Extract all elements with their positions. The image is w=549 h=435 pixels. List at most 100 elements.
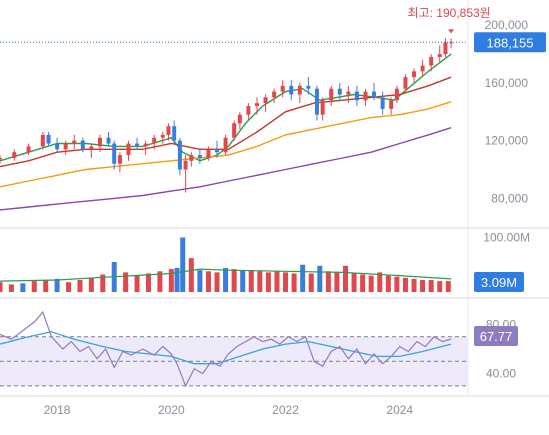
high-marker-arrow xyxy=(448,29,455,34)
high-label: 최고: 190,853원 xyxy=(408,6,491,20)
volume-bar xyxy=(300,264,306,292)
volume-bar xyxy=(43,280,49,292)
rsi-badge-label: 67.77 xyxy=(480,329,513,344)
volume-bar xyxy=(394,276,400,292)
candle-body xyxy=(280,85,285,92)
rsi-badge xyxy=(474,326,518,346)
rsi-line xyxy=(0,310,452,388)
ma-long-line xyxy=(0,101,452,188)
candle-body xyxy=(189,155,194,161)
price-panel: 최고: 190,853원 xyxy=(0,6,491,211)
candle-body xyxy=(55,143,60,150)
ma-mid-line xyxy=(0,76,452,168)
candle-body xyxy=(337,88,342,95)
volume-bar xyxy=(168,269,174,292)
volume-bar xyxy=(325,271,331,292)
volume-bar xyxy=(180,237,186,292)
candle-body xyxy=(40,134,45,147)
volume-bar xyxy=(134,275,140,292)
volume-bar xyxy=(231,269,237,292)
candle-body xyxy=(26,146,31,153)
volume-avg-line xyxy=(0,268,452,282)
candle-body xyxy=(72,140,77,144)
volume-bar xyxy=(385,275,391,292)
volume-bar xyxy=(205,271,211,292)
candle-body xyxy=(143,143,148,147)
x-tick-label: 2018 xyxy=(44,403,71,417)
volume-bar xyxy=(283,272,289,292)
candle-body xyxy=(215,149,220,153)
volume-bar xyxy=(77,280,83,292)
candle-body xyxy=(223,137,228,153)
volume-bar xyxy=(0,282,3,292)
volume-bar xyxy=(360,274,366,292)
volume-bar xyxy=(248,270,254,292)
candle-body xyxy=(166,126,171,135)
volume-bar xyxy=(351,273,357,292)
candle-body xyxy=(117,155,122,164)
candle-body xyxy=(389,100,394,109)
candle-body xyxy=(112,143,117,164)
volume-bar xyxy=(428,280,434,292)
candle-body xyxy=(63,143,68,150)
candle-body xyxy=(449,42,454,44)
volume-bar xyxy=(8,284,14,292)
volume-bar xyxy=(31,281,37,292)
volume-bar xyxy=(214,272,220,292)
volume-tick-label: 100.00M xyxy=(483,230,530,244)
x-tick-label: 2024 xyxy=(386,403,413,417)
candle-body xyxy=(46,134,51,144)
price-tick-label: 200,000 xyxy=(485,18,529,32)
volume-bar xyxy=(223,268,229,292)
candle-body xyxy=(272,91,277,98)
candle-body xyxy=(314,88,319,115)
candle-body xyxy=(363,91,368,101)
candle-body xyxy=(394,88,399,101)
x-tick-label: 2022 xyxy=(272,403,299,417)
candle-body xyxy=(135,143,140,147)
candle-body xyxy=(289,85,294,95)
candle-body xyxy=(232,123,237,138)
volume-bar xyxy=(308,273,314,292)
volume-bar xyxy=(342,265,348,292)
x-tick-label: 2020 xyxy=(158,403,185,417)
candle-body xyxy=(372,91,377,98)
candle-body xyxy=(183,160,188,170)
volume-bar xyxy=(377,272,383,292)
candle-body xyxy=(443,42,448,55)
volume-bar xyxy=(240,270,246,292)
candle-body xyxy=(297,85,302,95)
candle-body xyxy=(152,137,157,144)
price-badge xyxy=(474,32,546,53)
volume-bar xyxy=(88,277,94,292)
candle-body xyxy=(89,146,94,150)
candle-body xyxy=(254,103,259,107)
candle-body xyxy=(320,100,325,115)
volume-bar xyxy=(437,281,443,292)
volume-bar xyxy=(317,265,323,292)
volume-bar xyxy=(197,270,203,292)
candle-body xyxy=(346,91,351,95)
candle-body xyxy=(197,155,202,158)
candle-body xyxy=(80,140,85,150)
candle-body xyxy=(354,91,359,101)
volume-bar xyxy=(274,271,280,292)
volume-bar xyxy=(334,272,340,292)
candle-body xyxy=(412,71,417,78)
volume-bar xyxy=(123,272,129,292)
axis-labels: 200,000160,000120,00080,000100.00M80.004… xyxy=(44,18,530,417)
candle-body xyxy=(420,65,425,72)
candle-body xyxy=(172,126,177,141)
rsi-panel xyxy=(0,310,468,388)
volume-bar xyxy=(54,278,60,292)
volume-bar xyxy=(265,272,271,292)
volume-bar xyxy=(157,271,163,292)
candle-body xyxy=(263,97,268,104)
volume-bar xyxy=(257,271,263,292)
volume-bar xyxy=(145,273,151,292)
volume-panel xyxy=(0,237,452,292)
price-tick-label: 80,000 xyxy=(491,191,528,205)
volume-bar xyxy=(368,275,374,292)
